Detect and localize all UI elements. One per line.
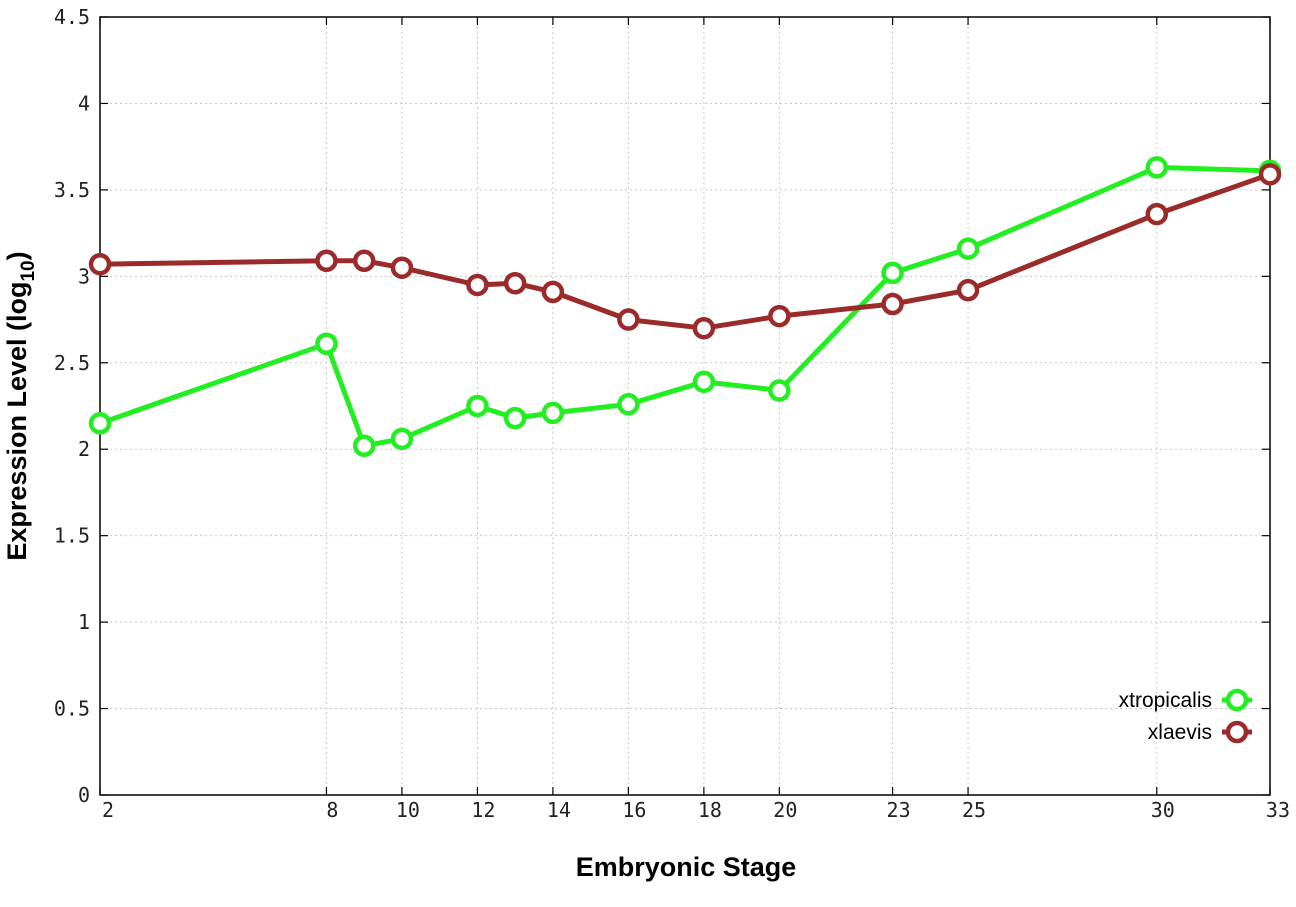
data-point-xlaevis <box>1145 202 1169 226</box>
series-line-xtropicalis <box>99 164 1271 449</box>
y-axis-title-subscript: 10 <box>18 260 39 281</box>
legend-marker-xtropicalis <box>1225 688 1249 712</box>
y-tick-label: 2.5 <box>54 351 90 375</box>
y-axis-title: Expression Level (log10) <box>2 251 39 560</box>
data-point-xtropicalis <box>1145 156 1169 179</box>
data-point-xlaevis <box>881 292 904 316</box>
data-point-xtropicalis <box>88 412 112 435</box>
legend: xtropicalis xlaevis <box>1119 688 1252 744</box>
grid <box>100 17 1270 795</box>
data-point-xlaevis <box>617 308 640 331</box>
series <box>88 156 1282 458</box>
y-axis-title-main: Expression Level (log <box>2 282 32 561</box>
x-tick-label: 16 <box>622 798 646 822</box>
x-tick-label: 20 <box>773 798 797 822</box>
data-point-xtropicalis <box>881 261 904 285</box>
legend-label-xlaevis: xlaevis <box>1148 721 1212 744</box>
ticks: 0 0.5 1 1.5 2 2.5 3 3.5 4 4.5 2 8 10 12 14 16 18 20 23 25 30… <box>54 5 1290 822</box>
x-tick-label: 30 <box>1151 798 1175 822</box>
y-tick-label: 4.5 <box>54 5 90 29</box>
y-tick-label: 2 <box>78 437 90 461</box>
data-point-xlaevis <box>315 249 338 273</box>
data-point-xlaevis <box>466 273 489 297</box>
x-tick-label: 10 <box>396 798 420 822</box>
legend-label-xtropicalis: xtropicalis <box>1119 689 1212 712</box>
data-point-xlaevis <box>390 256 414 279</box>
x-tick-label: 25 <box>962 798 986 822</box>
data-point-xtropicalis <box>503 406 527 430</box>
data-point-xtropicalis <box>541 401 565 425</box>
y-tick-label: 0.5 <box>54 697 90 721</box>
data-point-xtropicalis <box>617 393 640 416</box>
data-point-xtropicalis <box>352 434 376 458</box>
plot-frame <box>99 16 1271 796</box>
y-tick-label: 0 <box>78 783 90 807</box>
data-point-xlaevis <box>503 271 527 295</box>
data-point-xtropicalis <box>315 332 338 356</box>
data-point-xtropicalis <box>768 379 791 402</box>
y-tick-label: 4 <box>78 91 90 115</box>
x-tick-label: 2 <box>102 798 114 822</box>
data-point-xtropicalis <box>956 237 980 260</box>
y-axis-title-end: ) <box>2 251 32 260</box>
data-point-xlaevis <box>352 249 376 273</box>
data-point-xlaevis <box>88 252 112 276</box>
x-tick-label: 23 <box>887 798 911 822</box>
data-point-xlaevis <box>956 278 980 302</box>
y-tick-label: 1.5 <box>54 524 90 548</box>
data-point-xlaevis <box>541 280 565 304</box>
data-point-xtropicalis <box>466 394 489 418</box>
y-tick-label: 3 <box>78 264 90 288</box>
x-tick-label: 8 <box>326 798 338 822</box>
data-point-xlaevis <box>768 304 791 328</box>
x-tick-label: 33 <box>1266 798 1290 822</box>
x-axis-title: Embryonic Stage <box>576 852 797 882</box>
x-tick-label: 18 <box>698 798 722 822</box>
data-point-xtropicalis <box>390 427 414 451</box>
data-point-xlaevis <box>692 316 716 340</box>
x-tick-label: 12 <box>471 798 495 822</box>
y-tick-label: 3.5 <box>54 178 90 202</box>
x-tick-label: 14 <box>547 798 571 822</box>
series-line-xlaevis <box>99 171 1271 331</box>
data-point-xlaevis <box>1258 163 1282 186</box>
legend-marker-xlaevis <box>1225 720 1249 744</box>
y-tick-label: 1 <box>78 610 90 634</box>
data-point-xtropicalis <box>692 370 716 394</box>
